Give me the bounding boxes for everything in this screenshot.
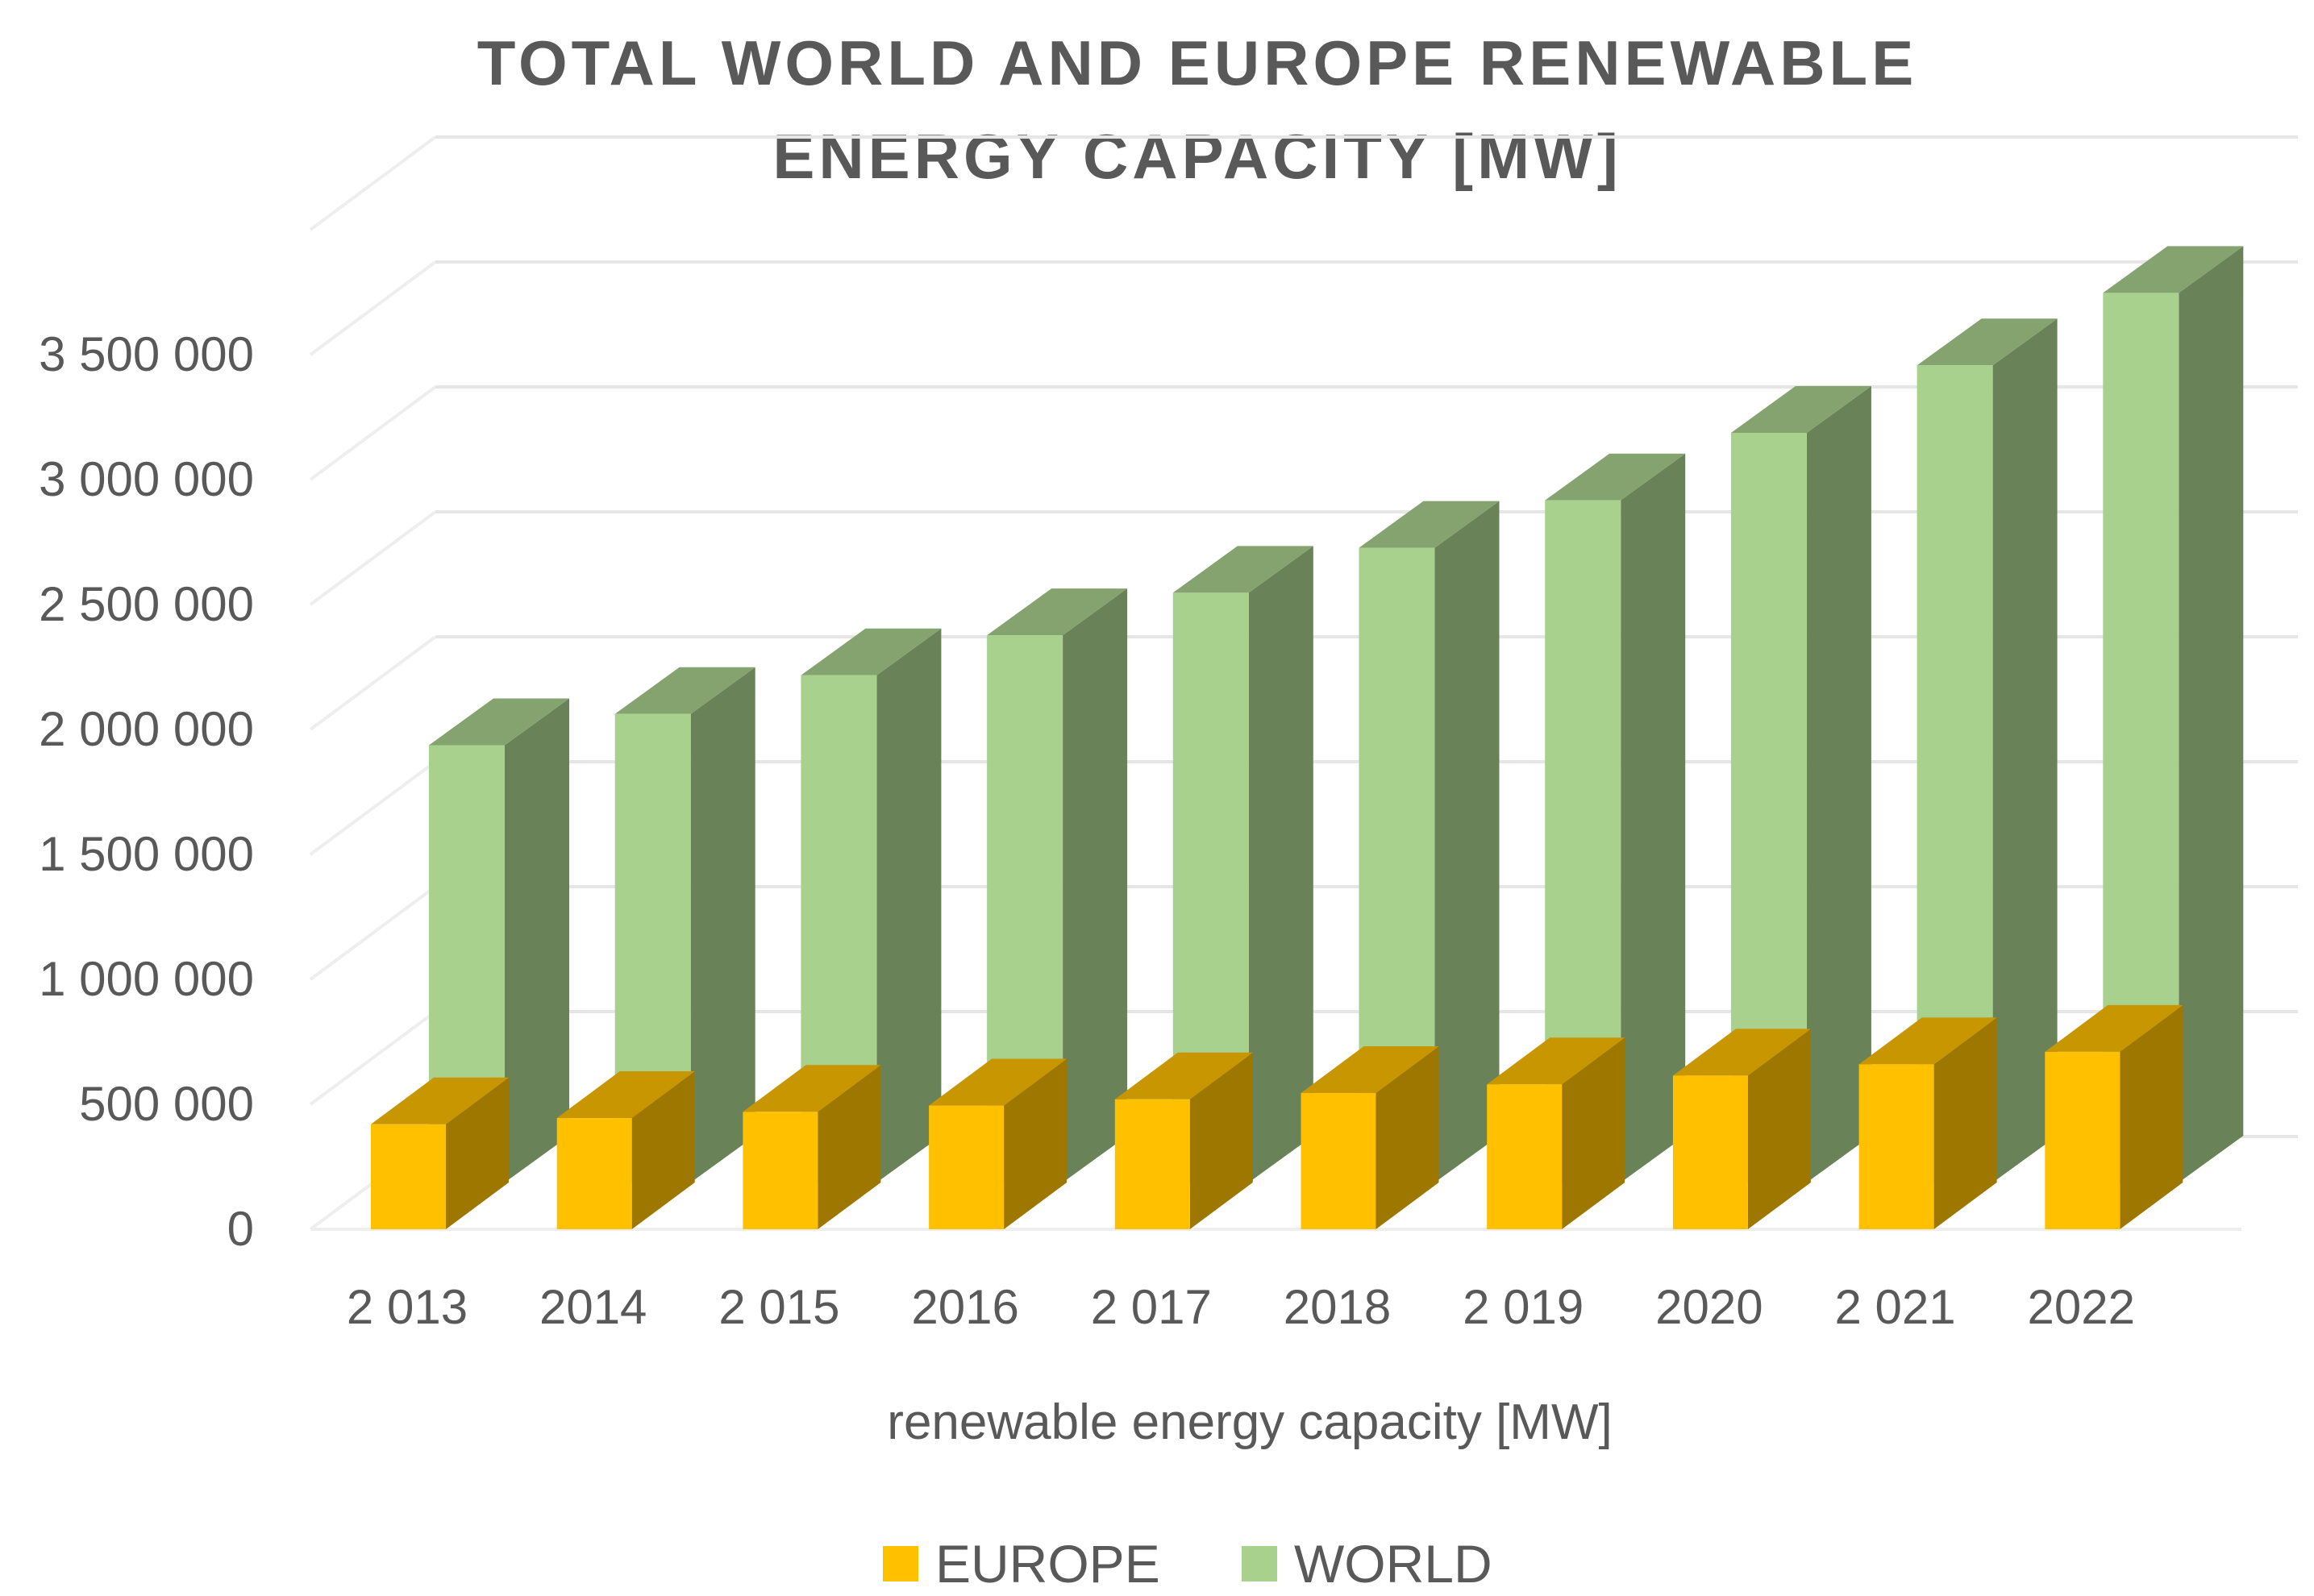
europe-bar <box>1487 1037 1625 1229</box>
world-bar-side <box>1621 453 1686 1182</box>
y-tick-label: 2 000 000 <box>39 702 254 756</box>
europe-bar-front <box>1301 1093 1376 1229</box>
world-bar-side <box>1992 318 2058 1182</box>
x-axis-title: renewable energy capacity [MW] <box>887 1394 1612 1450</box>
y-tick-label: 2 500 000 <box>39 577 254 631</box>
gridline-side <box>309 885 437 981</box>
y-tick-label: 3 000 000 <box>39 452 254 506</box>
world-bar-side <box>1806 386 1871 1182</box>
x-tick-label: 2014 <box>539 1280 647 1334</box>
europe-bar-side <box>1933 1017 1997 1229</box>
x-tick-label: 2 021 <box>1835 1280 1956 1334</box>
europe-bar-side <box>446 1077 509 1229</box>
gridline-side <box>309 635 437 731</box>
europe-bar <box>1672 1029 1811 1229</box>
x-tick-label: 2 019 <box>1463 1280 1584 1334</box>
gridline-side <box>309 385 437 481</box>
world-bar-top <box>1359 501 1500 548</box>
europe-bar-top <box>2045 1004 2183 1052</box>
europe-bar-front <box>1858 1064 1934 1229</box>
world-bar-side <box>505 698 569 1182</box>
y-tick-label: 500 000 <box>79 1077 254 1131</box>
europe-bar <box>1301 1046 1439 1229</box>
europe-bar-top <box>1114 1052 1253 1099</box>
europe-bar-side <box>1189 1052 1253 1229</box>
europe-bar-side <box>2120 1004 2183 1229</box>
gridline-side <box>309 260 437 356</box>
chart-title: TOTAL WORLD AND EUROPE RENEWABLE ENERGY … <box>477 27 1918 192</box>
world-bar-top <box>987 588 1128 636</box>
europe-bar-side <box>631 1071 695 1229</box>
world-bar-side <box>2179 246 2244 1182</box>
world-bar-top <box>1545 453 1686 501</box>
legend-label-world: WORLD <box>1294 1534 1492 1594</box>
europe-bar-top <box>1672 1029 1811 1076</box>
world-bar-top <box>1730 386 1871 433</box>
europe-bar <box>2045 1004 2183 1229</box>
x-tick-label: 2 013 <box>347 1280 468 1334</box>
europe-bar-front <box>556 1118 632 1229</box>
europe-bar-side <box>1747 1029 1811 1229</box>
x-tick-label: 2020 <box>1655 1280 1763 1334</box>
europe-bar-front <box>371 1124 446 1229</box>
x-tick-label: 2018 <box>1284 1280 1391 1334</box>
world-bar-side <box>1063 588 1128 1182</box>
y-tick-label: 1 500 000 <box>39 827 254 881</box>
europe-bar <box>1858 1017 1997 1229</box>
europe-bar-front <box>929 1105 1005 1229</box>
europe-bar-top <box>929 1058 1068 1106</box>
x-tick-label: 2022 <box>2028 1280 2135 1334</box>
europe-bar <box>743 1065 881 1229</box>
world-bar-side <box>876 628 942 1182</box>
europe-bar-top <box>1858 1017 1997 1065</box>
europe-bar <box>556 1071 695 1229</box>
gridline-side <box>309 510 437 606</box>
europe-bar-front <box>1114 1099 1190 1229</box>
world-bar-top <box>1917 318 2058 366</box>
europe-bar-top <box>1487 1037 1625 1085</box>
europe-bar-top <box>556 1071 695 1119</box>
world-bar-side <box>1248 546 1313 1182</box>
europe-bar-front <box>1487 1084 1563 1229</box>
x-tick-label: 2 017 <box>1091 1280 1212 1334</box>
europe-bar-front <box>1672 1075 1748 1229</box>
world-bar-top <box>1172 546 1313 593</box>
y-tick-label: 0 <box>227 1202 254 1256</box>
world-bar-side <box>690 667 755 1182</box>
gridline-side <box>309 135 437 231</box>
europe-bar-front <box>743 1112 818 1229</box>
europe-bar <box>371 1077 509 1229</box>
europe-bar <box>1114 1052 1253 1229</box>
legend-swatch-europe <box>883 1546 918 1581</box>
europe-bar-side <box>1004 1058 1068 1229</box>
world-bar-side <box>1434 501 1500 1182</box>
x-tick-label: 2 015 <box>718 1280 839 1334</box>
world-bar-top <box>801 628 942 675</box>
europe-bar-top <box>743 1065 881 1112</box>
gridline-side <box>309 760 437 856</box>
world-bar-top <box>614 667 755 714</box>
europe-bar-side <box>1375 1046 1439 1229</box>
europe-bar-side <box>1562 1037 1625 1229</box>
x-tick-label: 2016 <box>911 1280 1018 1334</box>
legend-swatch-world <box>1242 1546 1277 1581</box>
legend-label-europe: EUROPE <box>935 1534 1160 1594</box>
europe-bar-side <box>818 1065 881 1229</box>
europe-bar-top <box>1301 1046 1439 1094</box>
legend: EUROPE WORLD <box>883 1534 1492 1594</box>
world-bar-top <box>429 698 569 746</box>
y-tick-label: 3 500 000 <box>39 327 254 381</box>
europe-bar <box>929 1058 1068 1229</box>
gridline-side <box>309 1010 437 1106</box>
europe-bar-top <box>371 1077 509 1124</box>
europe-bar-front <box>2045 1051 2120 1229</box>
y-tick-label: 1 000 000 <box>39 952 254 1006</box>
world-bar-top <box>2103 246 2244 293</box>
